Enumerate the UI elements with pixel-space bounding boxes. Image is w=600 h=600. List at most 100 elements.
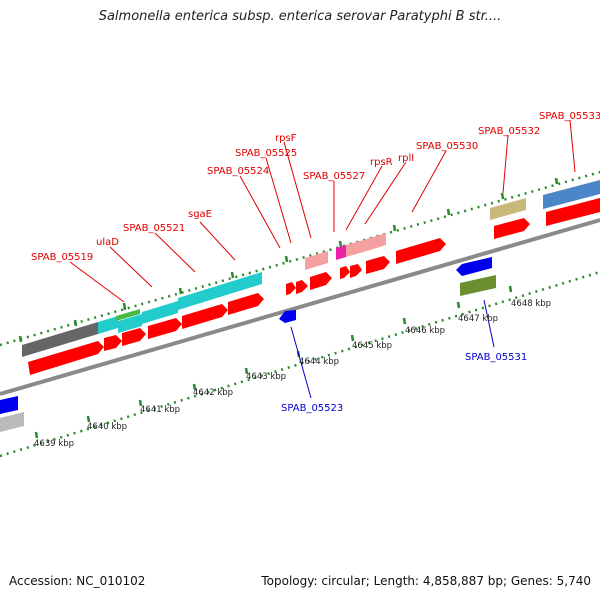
- gene-label: SPAB_05533: [539, 111, 600, 122]
- major-tick: [402, 317, 407, 325]
- major-tick: [284, 255, 289, 263]
- genome-summary-text: Topology: circular; Length: 4,858,887 bp…: [261, 574, 591, 588]
- kbp-label: 4641 kbp: [140, 405, 180, 415]
- reverse-genes: [0, 257, 496, 432]
- gene-label: SPAB_05523: [281, 403, 343, 414]
- gene-arrow: [546, 198, 600, 226]
- major-tick: [34, 431, 39, 439]
- major-tick: [73, 319, 78, 327]
- label-leaders-forward: [69, 119, 576, 303]
- gene-arrow: [396, 238, 446, 264]
- kbp-label: 4639 kbp: [34, 439, 74, 449]
- feature-block: [490, 198, 526, 220]
- gene-arrow: [104, 335, 122, 351]
- accession-text: Accession: NC_010102: [9, 574, 146, 588]
- kbp-label: 4647 kbp: [458, 314, 498, 324]
- feature-block: [305, 251, 328, 270]
- feature-block: [98, 316, 118, 334]
- gene-label: rpsF: [275, 133, 297, 144]
- major-tick: [244, 367, 249, 375]
- gene-label: SPAB_05519: [31, 252, 93, 263]
- leader-ulaD: [109, 246, 153, 288]
- gene-label: ulaD: [96, 237, 119, 248]
- leader-SPAB_05521: [154, 232, 196, 273]
- feature-block: [346, 241, 360, 257]
- leader-SPAB_05523: [290, 326, 312, 399]
- label-leaders-reverse: [290, 299, 495, 399]
- major-tick: [554, 177, 559, 185]
- gene-arrow: [340, 266, 350, 279]
- kbp-label: 4642 kbp: [193, 388, 233, 398]
- gene-label: rplI: [398, 153, 414, 164]
- major-tick: [122, 302, 127, 311]
- gene-arrow: [296, 280, 308, 294]
- gene-label: SPAB_05530: [416, 141, 478, 152]
- leader-SPAB_05530: [411, 150, 447, 213]
- leader-SPAB_05524: [239, 175, 281, 249]
- leader-SPAB_05531: [483, 299, 495, 348]
- leader-SPAB_05533: [569, 119, 576, 173]
- leader-SPAB_05525: [265, 157, 292, 244]
- genome-backbone: [0, 217, 600, 407]
- gene-arrow: [122, 328, 146, 346]
- leader-rplI: [364, 161, 407, 225]
- page-title: Salmonella enterica subsp. enterica sero…: [98, 9, 502, 24]
- gene-label: SPAB_05525: [235, 148, 297, 159]
- gene-block: [0, 412, 24, 432]
- gene-label: SPAB_05532: [478, 126, 540, 137]
- feature-block: [116, 309, 140, 321]
- major-tick: [500, 192, 505, 200]
- gene-arrow: [0, 396, 18, 414]
- major-tick: [86, 415, 91, 423]
- gene-arrow: [279, 310, 296, 323]
- gene-labels-forward: SPAB_05519 ulaD SPAB_05521 sgaE SPAB_055…: [31, 111, 600, 263]
- backbone-line: [0, 218, 600, 396]
- gene-labels-reverse: SPAB_05523 SPAB_05531: [281, 352, 527, 414]
- major-tick: [192, 383, 197, 391]
- gene-label: SPAB_05524: [207, 166, 269, 177]
- gene-arrow: [182, 304, 228, 329]
- leader-rpsR: [345, 165, 383, 231]
- kbp-label: 4640 kbp: [87, 422, 127, 432]
- leader-SPAB_05532: [502, 134, 509, 194]
- feature-row-clusters: [22, 180, 600, 357]
- leader-rpsF: [283, 141, 312, 239]
- major-tick: [338, 240, 343, 248]
- gene-arrow: [456, 257, 492, 276]
- kbp-label: 4646 kbp: [405, 326, 445, 336]
- gene-label: sgaE: [188, 209, 212, 220]
- major-tick: [350, 334, 355, 342]
- feature-block: [22, 322, 98, 357]
- gene-arrow: [228, 293, 264, 315]
- kbp-label: 4645 kbp: [352, 341, 392, 351]
- major-tick: [456, 301, 461, 309]
- leader-sgaE: [199, 221, 236, 261]
- gene-arrow: [350, 264, 362, 278]
- gene-arrow: [28, 341, 104, 375]
- major-tick: [18, 335, 23, 343]
- gene-label: SPAB_05527: [303, 171, 365, 182]
- gene-label: SPAB_05531: [465, 352, 527, 363]
- major-tick: [138, 399, 143, 407]
- gene-arrow: [286, 282, 296, 295]
- major-tick: [178, 287, 183, 295]
- forward-genes: [28, 198, 600, 375]
- kbp-label: 4648 kbp: [511, 299, 551, 309]
- gene-arrow: [366, 256, 390, 274]
- gene-arrow: [494, 218, 530, 239]
- gene-block: [460, 275, 496, 296]
- gene-arrow: [310, 272, 332, 290]
- major-tick: [508, 285, 513, 293]
- feature-block: [360, 233, 386, 253]
- ruler-labels: 4639 kbp 4640 kbp 4641 kbp 4642 kbp 4643…: [34, 299, 551, 449]
- kbp-label: 4644 kbp: [299, 357, 339, 367]
- gene-label: SPAB_05521: [123, 223, 185, 234]
- gene-label: rpsR: [370, 157, 393, 168]
- major-tick: [230, 271, 235, 279]
- feature-block: [142, 301, 178, 324]
- ruler-major-ticks: [18, 177, 559, 439]
- major-tick: [446, 208, 451, 216]
- feature-block: [336, 245, 346, 260]
